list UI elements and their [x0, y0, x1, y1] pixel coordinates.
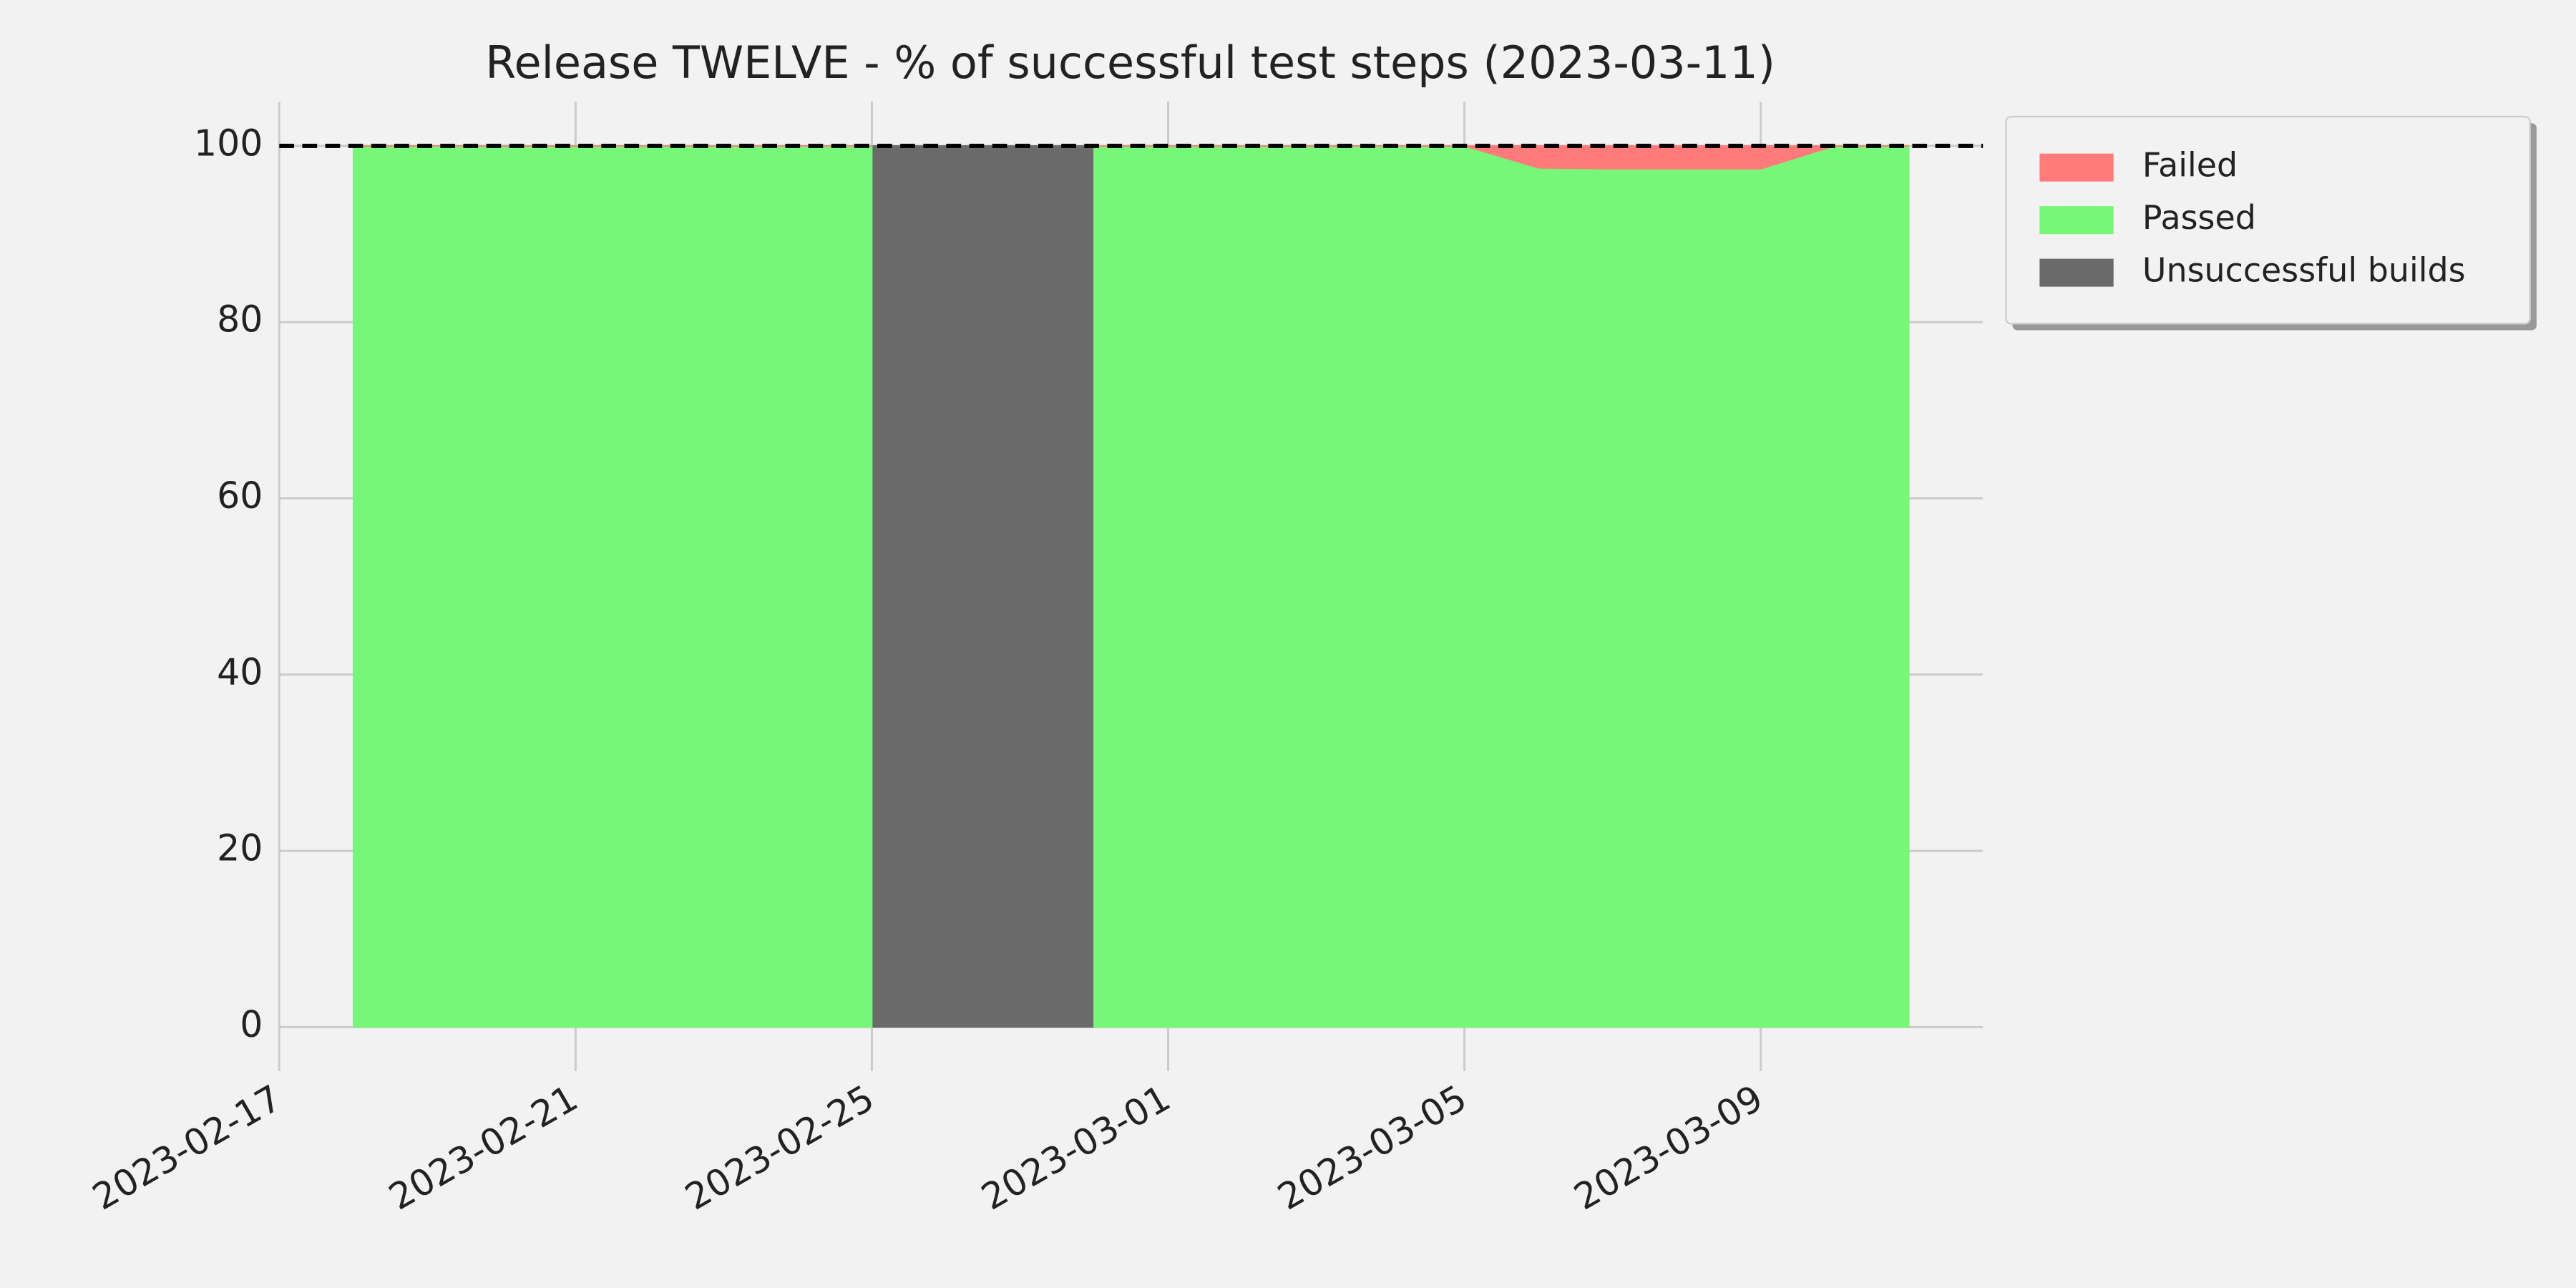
legend-box — [2005, 115, 2531, 325]
legend-label: Failed — [2142, 146, 2238, 185]
legend-swatch — [2039, 206, 2114, 235]
legend-swatch — [2039, 258, 2114, 287]
area — [1093, 145, 1910, 1028]
y-tick-label: 80 — [217, 298, 263, 341]
area — [871, 145, 1095, 1028]
legend-label: Unsuccessful builds — [2142, 251, 2466, 290]
legend-label: Passed — [2142, 198, 2256, 237]
legend-swatch — [2039, 153, 2114, 182]
y-tick-label: 60 — [217, 474, 263, 517]
legend: Failed Passed Unsuccessful builds — [2005, 115, 2537, 331]
y-tick-label: 100 — [194, 122, 263, 164]
chart-title: Release TWELVE - % of successful test st… — [485, 36, 1775, 89]
y-tick-label: 40 — [217, 650, 263, 693]
y-tick-label: 0 — [240, 1003, 263, 1045]
y-tick-label: 20 — [217, 827, 263, 869]
areas — [352, 145, 1910, 1028]
area — [352, 145, 873, 1028]
